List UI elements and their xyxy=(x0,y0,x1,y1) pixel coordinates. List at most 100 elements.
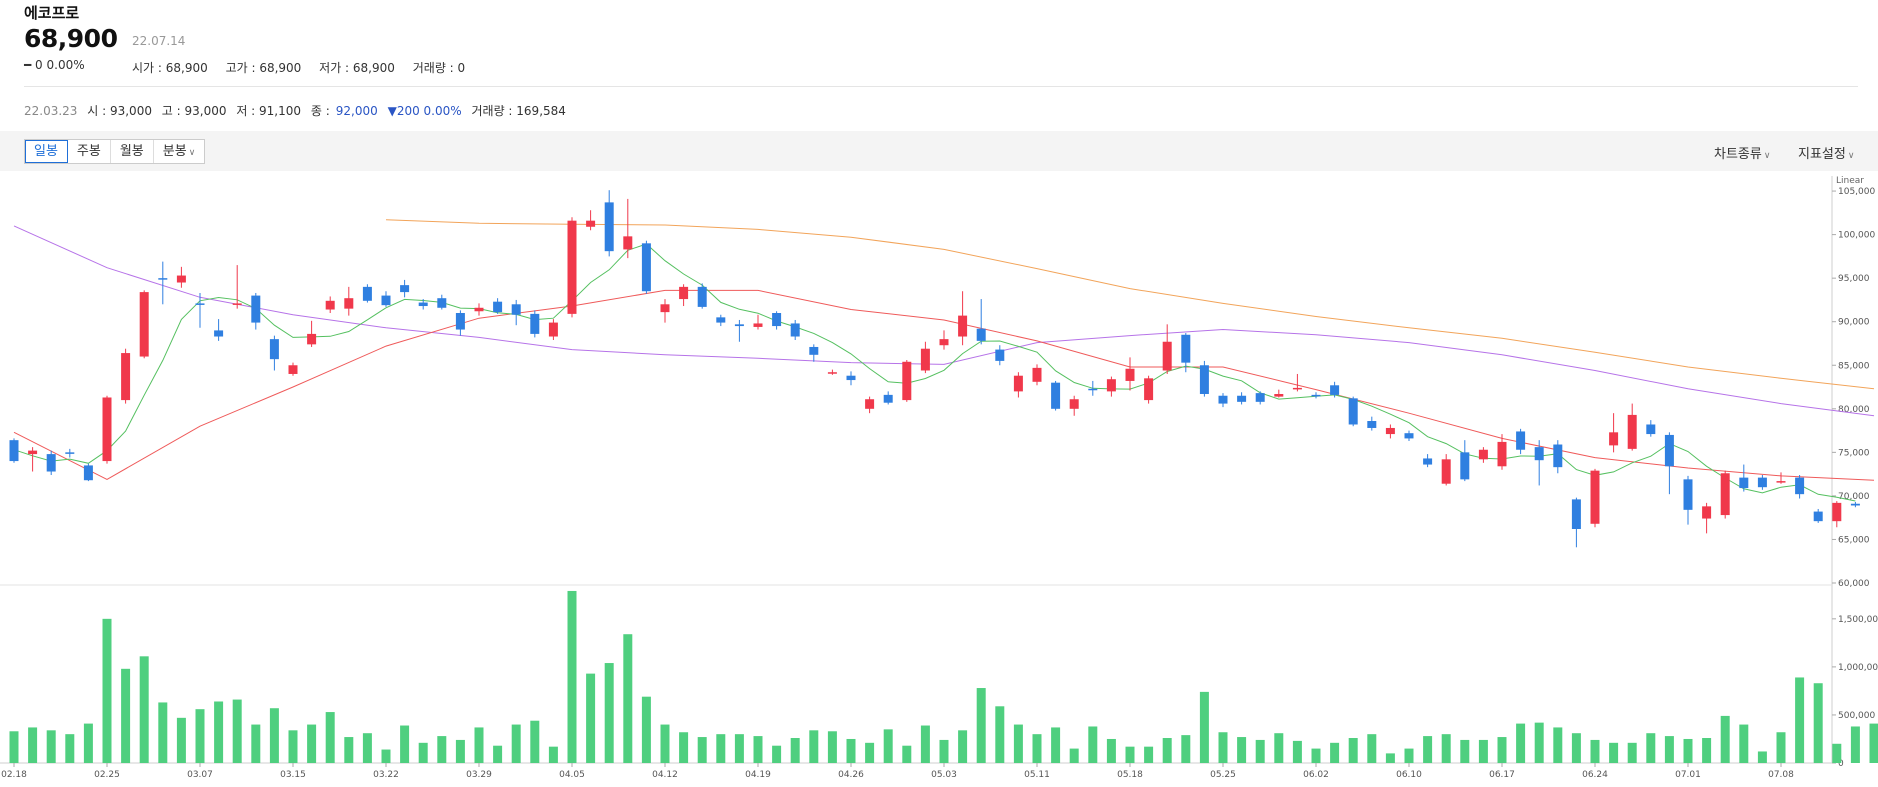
volume-bar xyxy=(344,737,354,763)
volume-bar xyxy=(1478,739,1488,763)
time-tick-label: 06.17 xyxy=(1489,770,1515,780)
volume-bar xyxy=(1720,715,1730,763)
period-daily-button[interactable]: 일봉 xyxy=(25,140,68,163)
candle-body-down xyxy=(604,202,614,252)
period-weekly-button[interactable]: 주봉 xyxy=(67,140,111,163)
candle-body-up xyxy=(1776,481,1786,483)
candle-body-up xyxy=(176,275,186,283)
volume-bar xyxy=(883,729,893,763)
volume-bar xyxy=(865,742,875,763)
candle-body-up xyxy=(679,286,689,300)
trade-volume: 거래량 : 0 xyxy=(412,61,466,75)
candle-body-down xyxy=(976,328,986,341)
time-tick-label: 06.10 xyxy=(1396,770,1422,780)
volume-bar xyxy=(1125,746,1135,763)
candle-body-up xyxy=(567,220,577,314)
volume-bar xyxy=(939,739,949,763)
candle-body-down xyxy=(1460,452,1470,480)
volume-bar xyxy=(1739,724,1749,763)
indicator-settings-dropdown[interactable]: 지표설정 ∨ xyxy=(1798,143,1854,162)
candle-body-down xyxy=(641,243,651,292)
candle-body-down xyxy=(437,298,447,308)
period-minute-button[interactable]: 분봉 ∨ xyxy=(153,140,205,163)
candle-body-down xyxy=(1571,499,1581,529)
candle-body-down xyxy=(1311,394,1321,397)
ma5-line xyxy=(13,243,1856,502)
candle-body-up xyxy=(1497,441,1507,467)
volume-bar xyxy=(1385,753,1395,763)
volume-bar xyxy=(1516,723,1526,763)
time-tick-label: 05.11 xyxy=(1024,770,1050,780)
volume-bar xyxy=(176,717,186,763)
candle-body-up xyxy=(1292,387,1302,390)
candle-body-down xyxy=(400,285,410,293)
period-minute-label: 분봉 xyxy=(162,144,187,159)
time-tick-label: 05.18 xyxy=(1117,770,1143,780)
candle-body-up xyxy=(1013,375,1023,392)
volume-bar xyxy=(958,730,968,763)
candle-body-down xyxy=(1646,424,1656,435)
low-price: 저가 : 68,900 xyxy=(319,61,395,75)
price-tick-label: 80,000 xyxy=(1838,405,1870,415)
candle-body-down xyxy=(809,346,819,355)
candle-body-down xyxy=(1423,458,1433,465)
candle-body-down xyxy=(455,313,465,330)
candle-body-down xyxy=(1255,393,1265,402)
candle-body-down xyxy=(195,303,205,305)
volume-tick-label: 0 xyxy=(1838,759,1844,769)
info-volume: 거래량 : 169,584 xyxy=(471,104,566,118)
volume-bar xyxy=(1683,738,1693,763)
time-tick-label: 05.25 xyxy=(1210,770,1236,780)
candle-body-down xyxy=(1348,398,1358,425)
volume-bar xyxy=(1590,739,1600,763)
info-close-value: 92,000 xyxy=(335,104,378,118)
chart-type-dropdown[interactable]: 차트종류 ∨ xyxy=(1714,143,1770,162)
chart-type-label: 차트종류 xyxy=(1714,147,1762,162)
volume-bar xyxy=(827,731,837,763)
candle-body-down xyxy=(1757,477,1767,488)
candle-body-down xyxy=(381,295,391,306)
scale-label: Linear xyxy=(1836,176,1864,186)
candle-body-up xyxy=(232,303,242,305)
volume-bar xyxy=(1088,726,1098,763)
volume-bar xyxy=(493,745,503,763)
volume-bar xyxy=(437,736,447,763)
candle-body-down xyxy=(1367,421,1377,428)
candle-body-down xyxy=(65,452,75,454)
candle-body-up xyxy=(1590,470,1600,524)
volume-bar xyxy=(679,732,689,763)
volume-bar xyxy=(1144,746,1154,763)
candle-body-down xyxy=(1330,385,1340,395)
price-tick-label: 90,000 xyxy=(1838,318,1870,328)
candle-body-up xyxy=(1069,399,1079,409)
indicator-label: 지표설정 xyxy=(1798,147,1846,162)
time-tick-label: 04.26 xyxy=(838,770,864,780)
volume-bar xyxy=(753,736,763,763)
volume-bar xyxy=(1609,742,1619,763)
volume-bar xyxy=(381,749,391,763)
volume-bar xyxy=(995,706,1005,763)
volume-bar xyxy=(1795,677,1805,763)
candle-body-down xyxy=(790,323,800,337)
candle-body-up xyxy=(902,361,912,401)
volume-bar xyxy=(158,702,168,763)
volume-bar xyxy=(232,699,242,763)
candle-body-up xyxy=(1702,506,1712,519)
candle-body-up xyxy=(325,300,335,310)
volume-bar xyxy=(474,727,484,763)
candle-body-up xyxy=(344,298,354,309)
time-tick-label: 02.18 xyxy=(1,770,27,780)
volume-bar xyxy=(1776,732,1786,763)
candle-body-up xyxy=(1385,427,1395,435)
period-monthly-button[interactable]: 월봉 xyxy=(110,140,154,163)
candle-body-up xyxy=(288,365,298,374)
volume-bar xyxy=(1441,734,1451,763)
volume-bar xyxy=(1199,691,1209,763)
candle-body-up xyxy=(1162,341,1172,371)
candle-body-up xyxy=(102,397,112,462)
time-tick-label: 03.29 xyxy=(466,770,492,780)
price-tick-label: 65,000 xyxy=(1838,535,1870,545)
time-tick-label: 03.07 xyxy=(187,770,213,780)
time-tick-label: 07.01 xyxy=(1675,770,1701,780)
